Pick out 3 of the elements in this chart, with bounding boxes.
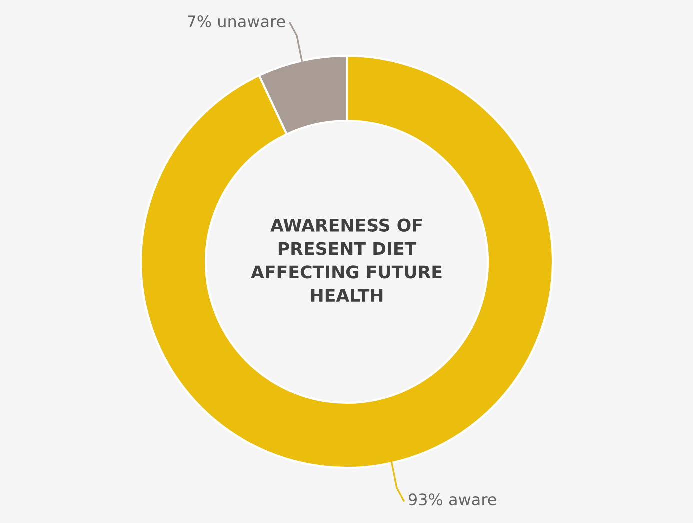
slice-label: 7% unaware <box>188 16 286 28</box>
slice-label: 93% aware <box>408 494 496 506</box>
text: AWARENESS OF PRESENT DIET AFFECTING FUTURE HEALTH <box>251 218 442 302</box>
